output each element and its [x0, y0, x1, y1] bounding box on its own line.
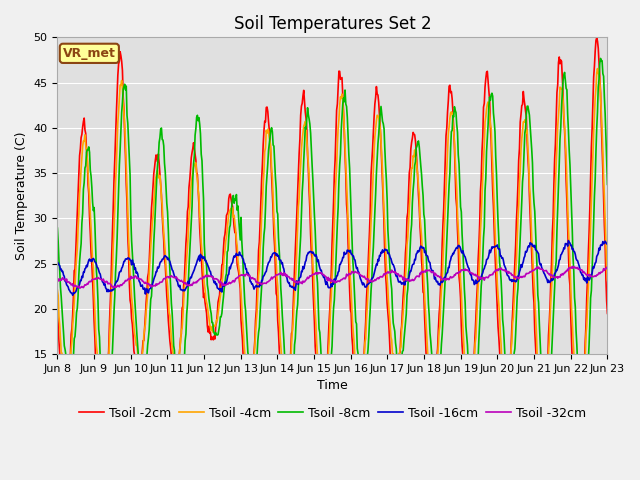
Tsoil -32cm [206, 273, 214, 279]
Tsoil -4cm [98, 419, 106, 425]
Tsoil -32cm [569, 264, 577, 269]
Line: Tsoil -16cm: Tsoil -16cm [58, 240, 607, 295]
Tsoil -32cm [63, 279, 71, 285]
Tsoil -16cm [416, 245, 424, 251]
Tsoil -8cm [120, 84, 128, 89]
Tsoil -16cm [54, 259, 61, 265]
Tsoil -4cm [604, 277, 611, 283]
Tsoil -16cm [604, 241, 611, 247]
Tsoil -4cm [63, 379, 71, 385]
Tsoil -16cm [63, 283, 71, 288]
Tsoil -8cm [205, 296, 212, 301]
Tsoil -32cm [54, 278, 61, 284]
Tsoil -2cm [593, 35, 600, 41]
Tsoil -32cm [76, 285, 83, 291]
Tsoil -32cm [177, 278, 184, 284]
Text: VR_met: VR_met [63, 47, 116, 60]
Tsoil -2cm [416, 224, 424, 229]
Tsoil -8cm [54, 225, 61, 231]
Tsoil -8cm [415, 144, 423, 150]
Title: Soil Temperatures Set 2: Soil Temperatures Set 2 [234, 15, 431, 33]
Tsoil -32cm [400, 274, 408, 280]
Tsoil -8cm [176, 392, 184, 397]
Tsoil -8cm [63, 365, 71, 371]
Line: Tsoil -4cm: Tsoil -4cm [58, 69, 607, 422]
Line: Tsoil -2cm: Tsoil -2cm [58, 38, 607, 444]
Line: Tsoil -8cm: Tsoil -8cm [58, 59, 607, 422]
Tsoil -4cm [54, 287, 61, 293]
Tsoil -8cm [577, 420, 585, 425]
Y-axis label: Soil Temperature (C): Soil Temperature (C) [15, 132, 28, 260]
Tsoil -8cm [596, 56, 604, 61]
Tsoil -4cm [206, 322, 214, 327]
Tsoil -4cm [121, 122, 129, 128]
Tsoil -8cm [399, 348, 407, 353]
Tsoil -32cm [416, 270, 424, 276]
Tsoil -2cm [121, 133, 129, 139]
Line: Tsoil -32cm: Tsoil -32cm [58, 266, 607, 288]
Tsoil -2cm [54, 309, 61, 314]
Tsoil -16cm [400, 279, 408, 285]
Tsoil -2cm [177, 336, 184, 341]
Tsoil -2cm [99, 441, 106, 447]
Legend: Tsoil -2cm, Tsoil -4cm, Tsoil -8cm, Tsoil -16cm, Tsoil -32cm: Tsoil -2cm, Tsoil -4cm, Tsoil -8cm, Tsoi… [74, 402, 591, 424]
Tsoil -4cm [177, 339, 184, 345]
Tsoil -2cm [63, 386, 71, 392]
Tsoil -8cm [604, 181, 611, 187]
Tsoil -32cm [604, 264, 611, 269]
Tsoil -4cm [594, 66, 602, 72]
Tsoil -4cm [416, 214, 424, 220]
Tsoil -16cm [177, 287, 184, 292]
Tsoil -16cm [206, 268, 214, 274]
Tsoil -2cm [400, 283, 408, 288]
Tsoil -16cm [121, 258, 129, 264]
Tsoil -16cm [564, 238, 572, 243]
Tsoil -32cm [121, 279, 129, 285]
Tsoil -2cm [206, 330, 214, 336]
Tsoil -16cm [69, 292, 77, 298]
Tsoil -4cm [400, 299, 408, 304]
Tsoil -2cm [604, 311, 611, 316]
X-axis label: Time: Time [317, 379, 348, 392]
